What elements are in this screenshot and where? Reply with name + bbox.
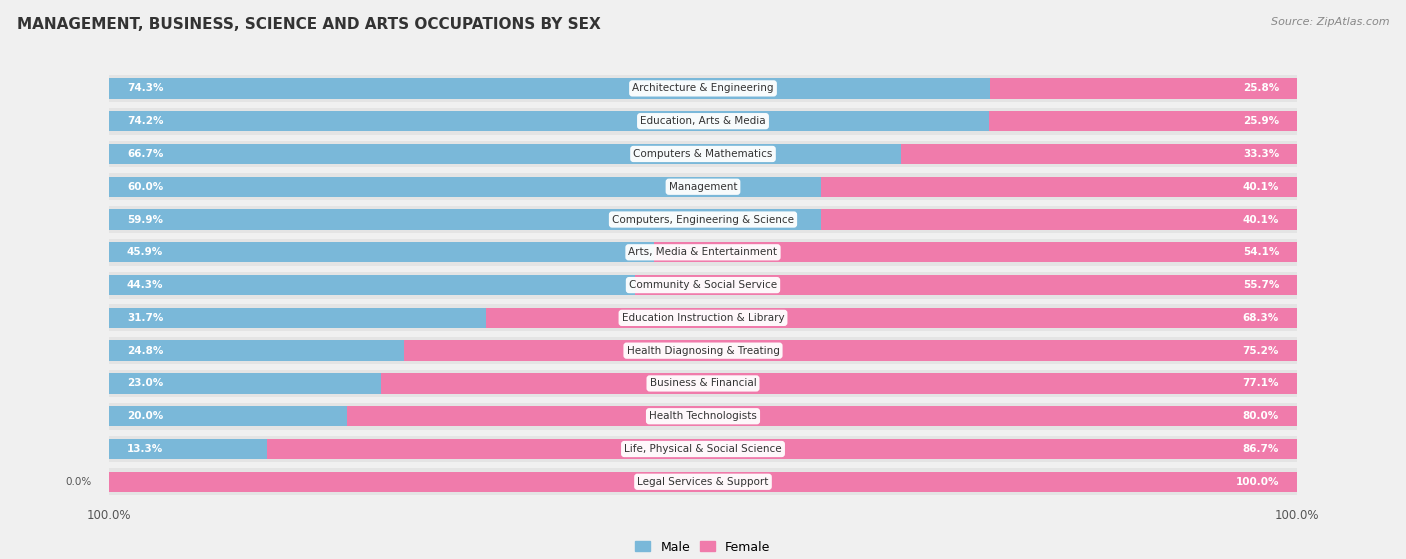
Bar [110, 406, 347, 427]
Text: Community & Social Service: Community & Social Service [628, 280, 778, 290]
Bar [901, 144, 1296, 164]
Text: 33.3%: 33.3% [1243, 149, 1279, 159]
Bar [110, 78, 991, 98]
Text: Health Diagnosing & Treating: Health Diagnosing & Treating [627, 345, 779, 356]
Text: 55.7%: 55.7% [1243, 280, 1279, 290]
Text: 74.3%: 74.3% [127, 83, 163, 93]
Text: Source: ZipAtlas.com: Source: ZipAtlas.com [1271, 17, 1389, 27]
Bar [110, 144, 901, 164]
Bar [110, 468, 1296, 495]
Bar [990, 78, 1296, 98]
Legend: Male, Female: Male, Female [636, 541, 770, 553]
Text: 13.3%: 13.3% [127, 444, 163, 454]
Text: 40.1%: 40.1% [1243, 215, 1279, 225]
Bar [110, 111, 990, 131]
Text: 60.0%: 60.0% [127, 182, 163, 192]
Text: 100.0%: 100.0% [1236, 477, 1279, 487]
Text: 25.8%: 25.8% [1243, 83, 1279, 93]
Bar [654, 242, 1296, 263]
Bar [110, 472, 1296, 492]
Bar [821, 177, 1296, 197]
Text: 45.9%: 45.9% [127, 247, 163, 257]
Text: 54.1%: 54.1% [1243, 247, 1279, 257]
Bar [110, 340, 404, 361]
Bar [404, 340, 1296, 361]
Bar [636, 275, 1296, 295]
Bar [110, 239, 1296, 266]
Bar [110, 272, 1296, 299]
Bar [267, 439, 1296, 459]
Bar [110, 403, 1296, 430]
Text: 75.2%: 75.2% [1243, 345, 1279, 356]
Text: Education Instruction & Library: Education Instruction & Library [621, 313, 785, 323]
Bar [110, 173, 1296, 200]
Bar [381, 373, 1296, 394]
Bar [110, 177, 821, 197]
Bar [110, 305, 1296, 331]
Text: Health Technologists: Health Technologists [650, 411, 756, 421]
Text: Arts, Media & Entertainment: Arts, Media & Entertainment [628, 247, 778, 257]
Bar [110, 242, 654, 263]
Text: 80.0%: 80.0% [1243, 411, 1279, 421]
Text: Life, Physical & Social Science: Life, Physical & Social Science [624, 444, 782, 454]
Bar [485, 307, 1296, 328]
Text: 68.3%: 68.3% [1243, 313, 1279, 323]
Text: 0.0%: 0.0% [65, 477, 91, 487]
Bar [110, 275, 636, 295]
Bar [110, 439, 267, 459]
Bar [110, 140, 1296, 167]
Text: 44.3%: 44.3% [127, 280, 163, 290]
Text: 86.7%: 86.7% [1243, 444, 1279, 454]
Bar [110, 206, 1296, 233]
Bar [110, 108, 1296, 135]
Bar [821, 210, 1296, 230]
Text: MANAGEMENT, BUSINESS, SCIENCE AND ARTS OCCUPATIONS BY SEX: MANAGEMENT, BUSINESS, SCIENCE AND ARTS O… [17, 17, 600, 32]
Bar [110, 75, 1296, 102]
Bar [110, 307, 485, 328]
Text: Business & Financial: Business & Financial [650, 378, 756, 389]
Text: 77.1%: 77.1% [1243, 378, 1279, 389]
Text: Computers & Mathematics: Computers & Mathematics [633, 149, 773, 159]
Text: 24.8%: 24.8% [127, 345, 163, 356]
Text: Legal Services & Support: Legal Services & Support [637, 477, 769, 487]
Bar [110, 210, 821, 230]
Bar [347, 406, 1296, 427]
Text: Education, Arts & Media: Education, Arts & Media [640, 116, 766, 126]
Bar [110, 435, 1296, 462]
Text: Computers, Engineering & Science: Computers, Engineering & Science [612, 215, 794, 225]
Text: 25.9%: 25.9% [1243, 116, 1279, 126]
Text: 23.0%: 23.0% [127, 378, 163, 389]
Bar [110, 370, 1296, 397]
Text: 59.9%: 59.9% [127, 215, 163, 225]
Text: Management: Management [669, 182, 737, 192]
Text: 31.7%: 31.7% [127, 313, 163, 323]
Text: 66.7%: 66.7% [127, 149, 163, 159]
Text: 74.2%: 74.2% [127, 116, 163, 126]
Text: 40.1%: 40.1% [1243, 182, 1279, 192]
Bar [990, 111, 1296, 131]
Bar [110, 337, 1296, 364]
Bar [110, 373, 382, 394]
Text: Architecture & Engineering: Architecture & Engineering [633, 83, 773, 93]
Text: 20.0%: 20.0% [127, 411, 163, 421]
